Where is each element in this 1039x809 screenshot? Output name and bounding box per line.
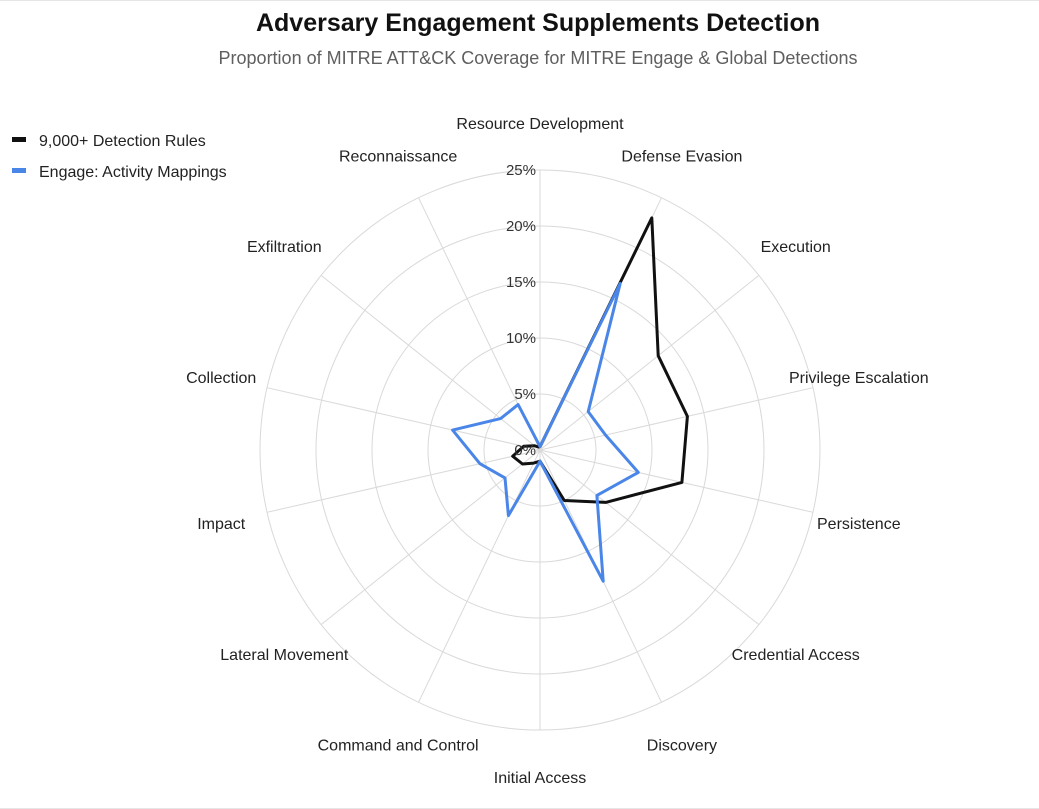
category-label-execution: Execution xyxy=(761,239,831,256)
grid-spoke xyxy=(320,275,541,451)
series-line-engage-activity-mappings[interactable] xyxy=(451,282,640,583)
top-border xyxy=(0,0,1039,1)
grid-spoke xyxy=(539,387,814,451)
chart-title: Adversary Engagement Supplements Detecti… xyxy=(256,9,820,37)
tick-label: 10% xyxy=(506,330,536,347)
category-label-initial-access: Initial Access xyxy=(494,770,586,787)
category-label-persistence: Persistence xyxy=(817,516,901,533)
radar-series xyxy=(451,216,689,583)
category-label-privilege-escalation: Privilege Escalation xyxy=(789,370,929,387)
grid-spoke xyxy=(320,449,541,625)
legend-label-engage-mappings: Engage: Activity Mappings xyxy=(39,164,227,181)
legend: 9,000+ Detection Rules Engage: Activity … xyxy=(12,133,227,181)
legend-item-detection-rules[interactable]: 9,000+ Detection Rules xyxy=(12,133,206,150)
legend-swatch-engage-mappings xyxy=(12,168,26,173)
category-label-command-and-control: Command and Control xyxy=(318,738,479,755)
tick-label: 20% xyxy=(506,218,536,235)
legend-swatch-detection-rules xyxy=(12,137,26,142)
tick-label: 0% xyxy=(514,442,536,459)
grid-spoke xyxy=(539,449,760,625)
grid-spoke xyxy=(539,275,760,451)
category-label-collection: Collection xyxy=(186,370,256,387)
legend-item-engage-mappings[interactable]: Engage: Activity Mappings xyxy=(12,164,227,181)
grid-spoke xyxy=(418,449,541,703)
tick-label: 25% xyxy=(506,162,536,179)
category-labels: Resource Development Defense Evasion Execu… xyxy=(186,116,929,787)
tick-label: 5% xyxy=(514,386,536,403)
category-label-lateral-movement: Lateral Movement xyxy=(220,647,349,664)
grid-spoke xyxy=(266,449,541,513)
grid-spoke xyxy=(266,387,541,451)
category-label-resource-development: Resource Development xyxy=(456,116,624,133)
category-label-defense-evasion: Defense Evasion xyxy=(621,148,742,165)
radial-tick-labels: 0% 5% 10% 15% 20% 25% xyxy=(506,162,536,459)
category-label-impact: Impact xyxy=(197,516,246,533)
category-label-discovery: Discovery xyxy=(647,738,717,755)
category-label-credential-access: Credential Access xyxy=(732,647,860,664)
chart-subtitle: Proportion of MITRE ATT&CK Coverage for … xyxy=(219,48,858,68)
category-label-reconnaissance: Reconnaissance xyxy=(339,148,457,165)
tick-label: 15% xyxy=(506,274,536,291)
legend-label-detection-rules: 9,000+ Detection Rules xyxy=(39,133,206,150)
category-label-exfiltration: Exfiltration xyxy=(247,239,322,256)
grid-spoke xyxy=(539,449,814,513)
